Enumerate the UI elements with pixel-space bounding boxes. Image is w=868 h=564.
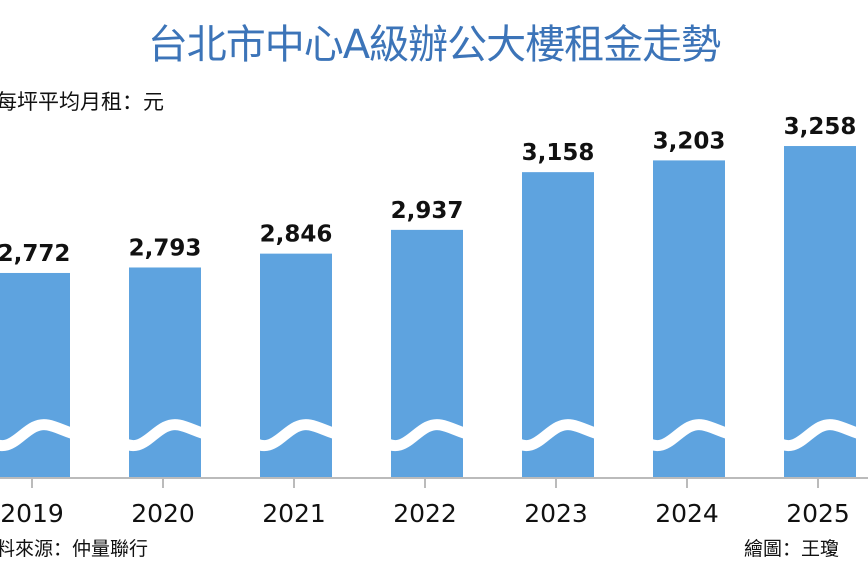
x-tick-label-2024: 2024 — [655, 499, 719, 528]
data-label-2023: 3,158 — [522, 140, 595, 166]
axis-break-wave — [0, 419, 868, 452]
bar-2022 — [391, 229, 463, 478]
data-label-2019: 2,772 — [0, 241, 70, 267]
data-label-2024: 3,203 — [653, 128, 726, 154]
data-label-2021: 2,846 — [260, 222, 333, 248]
credit-note: 繪圖：王瓊 — [744, 538, 840, 560]
data-label-2020: 2,793 — [129, 235, 202, 261]
source-note: 料來源：仲量聯行 — [0, 538, 149, 560]
x-tick-label-2020: 2020 — [131, 499, 195, 528]
x-tick-label-2019: 2019 — [0, 499, 64, 528]
y-axis-unit-label: 每坪平均月租：元 — [0, 90, 164, 114]
chart-title: 台北市中心A級辦公大樓租金走勢 — [147, 22, 721, 68]
x-tick-label-2022: 2022 — [393, 499, 457, 528]
data-label-2025: 3,258 — [784, 114, 857, 140]
data-label-2022: 2,937 — [391, 198, 464, 224]
x-tick-label-2021: 2021 — [262, 499, 326, 528]
x-tick-label-2025: 2025 — [786, 499, 850, 528]
x-tick-label-2023: 2023 — [524, 499, 588, 528]
